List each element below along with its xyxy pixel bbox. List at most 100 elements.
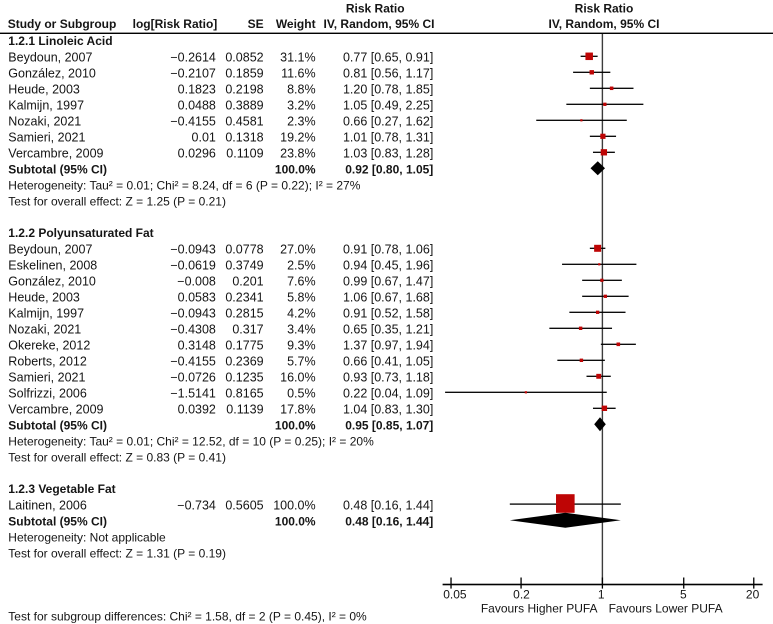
svg-text:31.1%: 31.1%: [280, 51, 315, 65]
svg-text:1.2.1 Linoleic Acid: 1.2.1 Linoleic Acid: [8, 34, 112, 48]
svg-text:Kalmijn, 1997: Kalmijn, 1997: [8, 307, 84, 321]
svg-text:Samieri, 2021: Samieri, 2021: [8, 131, 85, 145]
svg-text:0.2815: 0.2815: [225, 307, 263, 321]
svg-text:Test for overall effect: Z = 1: Test for overall effect: Z = 1.31 (P = 0…: [8, 547, 226, 561]
svg-text:Subtotal (95% CI): Subtotal (95% CI): [8, 163, 107, 177]
svg-text:0.0296: 0.0296: [178, 147, 216, 161]
svg-text:Heterogeneity: Not applicable: Heterogeneity: Not applicable: [8, 531, 166, 545]
svg-text:0.92 [0.80, 1.05]: 0.92 [0.80, 1.05]: [345, 163, 433, 177]
svg-text:log[Risk Ratio]: log[Risk Ratio]: [133, 17, 218, 31]
svg-text:0.201: 0.201: [232, 275, 263, 289]
svg-text:0.1859: 0.1859: [225, 67, 263, 81]
svg-text:2.3%: 2.3%: [287, 115, 316, 129]
svg-text:1.20 [0.78, 1.85]: 1.20 [0.78, 1.85]: [343, 83, 433, 97]
svg-text:Heude, 2003: Heude, 2003: [8, 291, 80, 305]
svg-text:0.2341: 0.2341: [225, 291, 263, 305]
svg-text:0.5%: 0.5%: [287, 387, 316, 401]
svg-text:0.99 [0.67, 1.47]: 0.99 [0.67, 1.47]: [343, 275, 433, 289]
svg-text:Vercambre, 2009: Vercambre, 2009: [8, 147, 103, 161]
svg-text:Beydoun, 2007: Beydoun, 2007: [8, 51, 92, 65]
svg-text:5.7%: 5.7%: [287, 355, 316, 369]
svg-text:1.05 [0.49, 2.25]: 1.05 [0.49, 2.25]: [343, 99, 433, 113]
svg-text:17.8%: 17.8%: [280, 403, 315, 417]
svg-text:0.22 [0.04, 1.09]: 0.22 [0.04, 1.09]: [343, 387, 433, 401]
svg-text:0.48 [0.16, 1.44]: 0.48 [0.16, 1.44]: [345, 515, 433, 529]
svg-text:Heterogeneity: Tau² = 0.01; Ch: Heterogeneity: Tau² = 0.01; Chi² = 8.24,…: [8, 179, 360, 193]
svg-text:0.93 [0.73, 1.18]: 0.93 [0.73, 1.18]: [343, 371, 433, 385]
svg-text:Roberts, 2012: Roberts, 2012: [8, 355, 87, 369]
svg-text:0.77 [0.65, 0.91]: 0.77 [0.65, 0.91]: [343, 51, 433, 65]
svg-text:Study or Subgroup: Study or Subgroup: [8, 17, 117, 31]
svg-text:11.6%: 11.6%: [281, 67, 316, 81]
svg-text:Nozaki, 2021: Nozaki, 2021: [8, 323, 81, 337]
svg-text:1.01 [0.78, 1.31]: 1.01 [0.78, 1.31]: [343, 131, 433, 145]
svg-text:Nozaki, 2021: Nozaki, 2021: [8, 115, 81, 129]
svg-text:0.95 [0.85, 1.07]: 0.95 [0.85, 1.07]: [345, 419, 433, 433]
svg-text:0.81 [0.56, 1.17]: 0.81 [0.56, 1.17]: [343, 67, 433, 81]
svg-text:0.66 [0.27, 1.62]: 0.66 [0.27, 1.62]: [343, 115, 433, 129]
svg-text:0.8165: 0.8165: [225, 387, 263, 401]
svg-text:IV, Random, 95% CI: IV, Random, 95% CI: [324, 17, 435, 31]
svg-text:1: 1: [598, 588, 605, 602]
svg-text:1.04 [0.83, 1.30]: 1.04 [0.83, 1.30]: [343, 403, 433, 417]
svg-text:9.3%: 9.3%: [287, 339, 316, 353]
svg-text:Beydoun, 2007: Beydoun, 2007: [8, 243, 92, 257]
svg-text:100.0%: 100.0%: [275, 419, 316, 433]
svg-text:0.4581: 0.4581: [225, 115, 263, 129]
svg-text:1.06 [0.67, 1.68]: 1.06 [0.67, 1.68]: [343, 291, 433, 305]
svg-text:−0.008: −0.008: [177, 275, 216, 289]
svg-text:−0.0619: −0.0619: [170, 259, 216, 273]
svg-text:0.2198: 0.2198: [225, 83, 263, 97]
svg-text:Subtotal (95% CI): Subtotal (95% CI): [8, 419, 107, 433]
svg-text:0.317: 0.317: [232, 323, 263, 337]
svg-text:0.0583: 0.0583: [178, 291, 216, 305]
svg-text:IV, Random, 95% CI: IV, Random, 95% CI: [549, 17, 660, 31]
svg-text:−0.4155: −0.4155: [170, 355, 216, 369]
svg-text:Weight: Weight: [276, 17, 316, 31]
svg-text:Kalmijn, 1997: Kalmijn, 1997: [8, 99, 84, 113]
svg-text:0.3889: 0.3889: [225, 99, 263, 113]
svg-text:Risk Ratio: Risk Ratio: [346, 1, 405, 15]
svg-text:0.0488: 0.0488: [178, 99, 216, 113]
svg-text:100.0%: 100.0%: [273, 499, 315, 513]
svg-text:Heterogeneity: Tau² = 0.01; Ch: Heterogeneity: Tau² = 0.01; Chi² = 12.52…: [8, 435, 374, 449]
svg-text:0.3749: 0.3749: [225, 259, 263, 273]
svg-text:Heude, 2003: Heude, 2003: [8, 83, 80, 97]
svg-text:1.2.3 Vegetable Fat: 1.2.3 Vegetable Fat: [8, 482, 115, 496]
svg-text:−0.0726: −0.0726: [170, 371, 216, 385]
svg-text:3.4%: 3.4%: [287, 323, 316, 337]
svg-text:Subtotal (95% CI): Subtotal (95% CI): [8, 515, 107, 529]
svg-text:0.48 [0.16, 1.44]: 0.48 [0.16, 1.44]: [343, 499, 433, 513]
svg-text:0.94 [0.45, 1.96]: 0.94 [0.45, 1.96]: [343, 259, 433, 273]
svg-text:100.0%: 100.0%: [275, 515, 316, 529]
svg-text:16.0%: 16.0%: [280, 371, 315, 385]
svg-text:−0.0943: −0.0943: [170, 307, 216, 321]
svg-text:0.2: 0.2: [513, 588, 530, 602]
svg-text:0.5605: 0.5605: [225, 499, 263, 513]
svg-text:SE: SE: [248, 17, 264, 31]
svg-text:27.0%: 27.0%: [280, 243, 315, 257]
svg-text:0.66 [0.41, 1.05]: 0.66 [0.41, 1.05]: [343, 355, 433, 369]
svg-text:0.05: 0.05: [443, 588, 467, 602]
svg-text:19.2%: 19.2%: [280, 131, 315, 145]
svg-text:−0.2614: −0.2614: [170, 51, 216, 65]
svg-text:0.1139: 0.1139: [226, 403, 263, 417]
svg-text:1.37 [0.97, 1.94]: 1.37 [0.97, 1.94]: [343, 339, 433, 353]
svg-text:4.2%: 4.2%: [287, 307, 316, 321]
svg-text:González, 2010: González, 2010: [8, 67, 96, 81]
svg-text:0.0852: 0.0852: [225, 51, 263, 65]
svg-text:8.8%: 8.8%: [287, 83, 316, 97]
svg-text:−1.5141: −1.5141: [170, 387, 216, 401]
svg-text:0.65 [0.35, 1.21]: 0.65 [0.35, 1.21]: [343, 323, 433, 337]
svg-text:0.0778: 0.0778: [225, 243, 263, 257]
svg-text:23.8%: 23.8%: [280, 147, 315, 161]
svg-text:Favours Higher PUFA: Favours Higher PUFA: [481, 602, 598, 616]
svg-text:0.1775: 0.1775: [225, 339, 263, 353]
svg-text:−0.4155: −0.4155: [170, 115, 216, 129]
svg-text:3.2%: 3.2%: [287, 99, 316, 113]
svg-text:−0.734: −0.734: [177, 499, 216, 513]
svg-text:Solfrizzi, 2006: Solfrizzi, 2006: [8, 387, 87, 401]
svg-text:−0.4308: −0.4308: [170, 323, 216, 337]
svg-text:0.1823: 0.1823: [178, 83, 216, 97]
svg-text:20: 20: [746, 588, 760, 602]
